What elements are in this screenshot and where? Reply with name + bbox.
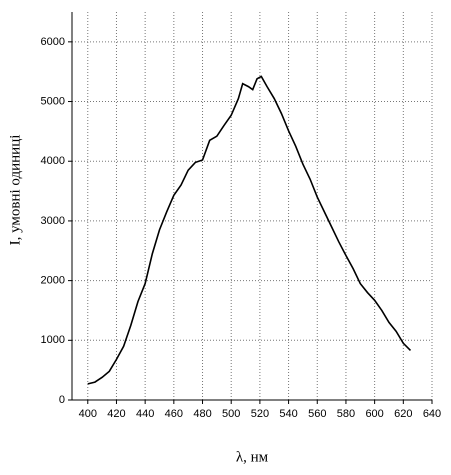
y-tick-label: 1000 [41, 334, 65, 346]
y-tick-label: 6000 [41, 36, 65, 48]
x-axis-label: λ, нм [236, 449, 269, 465]
x-tick-label: 500 [222, 408, 240, 420]
x-tick-label: 400 [79, 408, 97, 420]
y-axis-label: I, умовні одиниці [7, 135, 23, 246]
x-tick-label: 420 [107, 408, 125, 420]
y-tick-label: 2000 [41, 275, 65, 287]
y-tick-label: 0 [59, 394, 65, 406]
x-tick-label: 440 [136, 408, 154, 420]
x-tick-label: 600 [365, 408, 383, 420]
y-tick-label: 4000 [41, 155, 65, 167]
y-tick-label: 5000 [41, 95, 65, 107]
x-tick-label: 640 [423, 408, 441, 420]
x-tick-label: 620 [394, 408, 412, 420]
x-tick-label: 480 [193, 408, 211, 420]
data-line [87, 75, 412, 385]
x-tick-label: 580 [337, 408, 355, 420]
x-tick-label: 520 [251, 408, 269, 420]
x-tick-label: 560 [308, 408, 326, 420]
y-tick-label: 3000 [41, 215, 65, 227]
x-tick-label: 540 [279, 408, 297, 420]
x-tick-label: 460 [165, 408, 183, 420]
